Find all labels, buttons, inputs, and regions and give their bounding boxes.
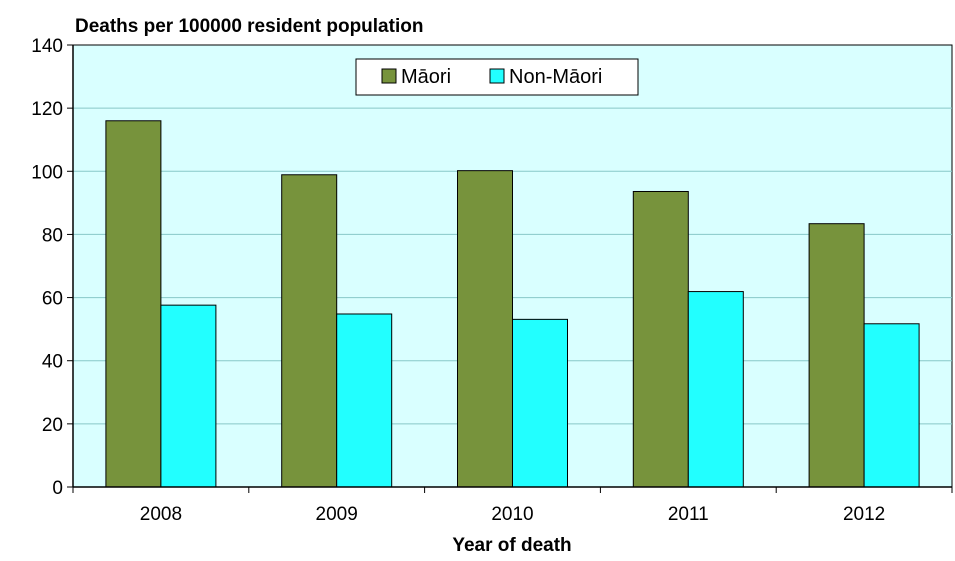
axes: 0 20 40 60 80 100 120 140 2008 2009 2010 2011 2012 xyxy=(31,36,953,525)
legend-label-non-maori: Non-Māori xyxy=(509,66,602,88)
bar-maori-2010 xyxy=(457,170,513,488)
x-tick-label: 2009 xyxy=(316,504,358,525)
legend-swatch-non-maori xyxy=(489,68,505,84)
y-tick-label: 60 xyxy=(42,289,63,310)
bar-maori-2012 xyxy=(808,223,865,488)
y-tick-label: 0 xyxy=(52,478,63,499)
x-tick-label: 2008 xyxy=(140,504,182,525)
x-tick-label: 2011 xyxy=(668,504,709,525)
y-axis-title: Deaths per 100000 resident population xyxy=(75,16,423,37)
y-tick-label: 20 xyxy=(42,415,63,436)
bar-maori-2009 xyxy=(281,174,338,488)
bar-maori-2011 xyxy=(632,190,689,488)
bar-non-maori-2012 xyxy=(863,323,920,488)
y-tick-label: 120 xyxy=(31,99,63,120)
x-tick-label: 2010 xyxy=(491,504,533,525)
bar-non-maori-2011 xyxy=(687,291,744,488)
y-tick-label: 100 xyxy=(31,162,63,183)
bar-maori-2008 xyxy=(105,120,162,488)
bars xyxy=(105,120,920,488)
legend-swatch-maori xyxy=(381,68,397,84)
y-tick-label: 80 xyxy=(42,225,63,246)
bar-non-maori-2010 xyxy=(512,318,568,488)
x-axis-title: Year of death xyxy=(452,535,571,556)
bar-non-maori-2008 xyxy=(160,304,217,488)
legend-label-maori: Māori xyxy=(401,66,451,88)
bar-non-maori-2009 xyxy=(336,313,393,488)
x-tick-label: 2012 xyxy=(843,504,885,525)
y-tick-label: 140 xyxy=(31,36,63,57)
y-tick-label: 40 xyxy=(42,352,63,373)
legend: Māori Non-Māori xyxy=(355,58,639,96)
